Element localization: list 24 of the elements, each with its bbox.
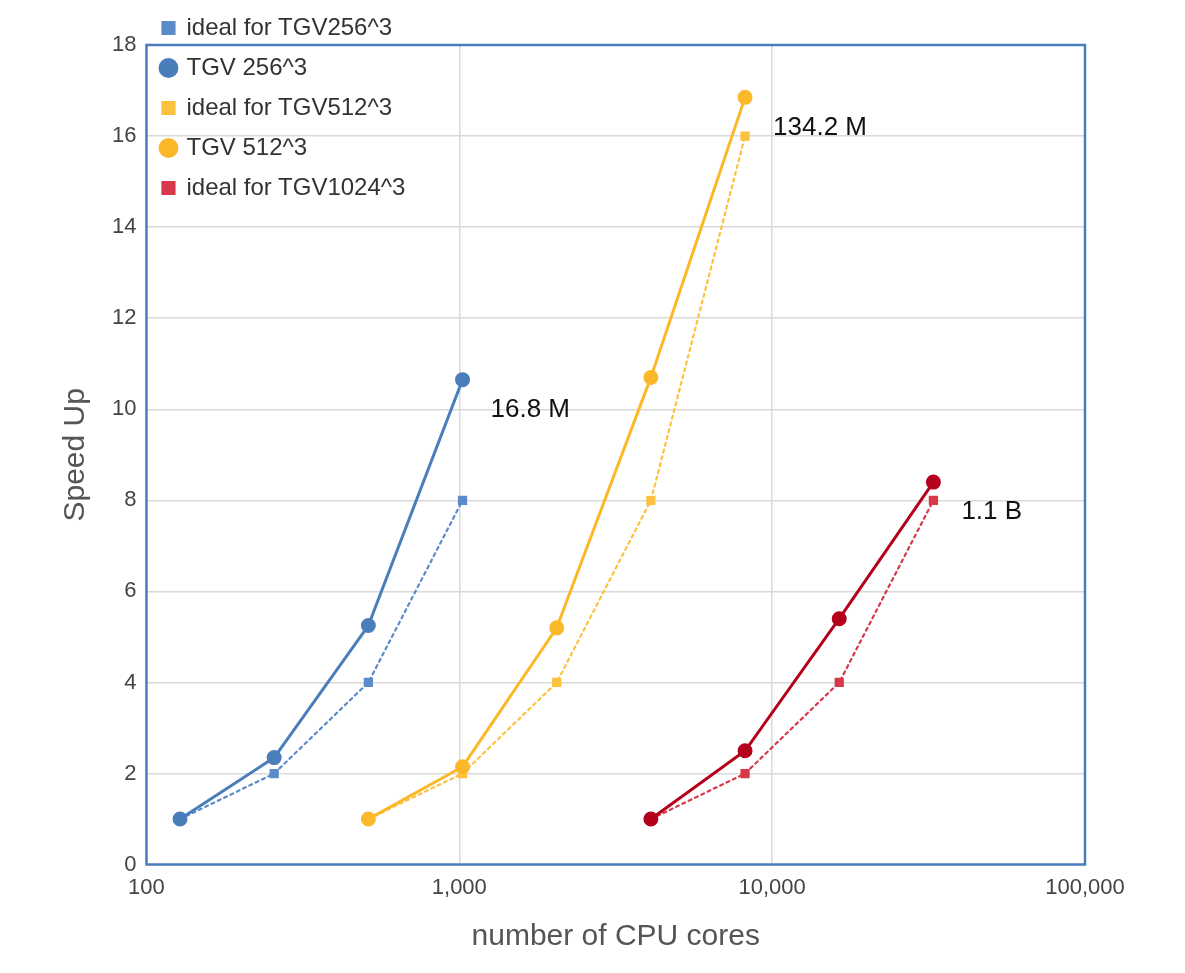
annotation: 134.2 M: [773, 110, 868, 141]
y-axis-title: Speed Up: [57, 388, 91, 522]
annotation: 1.1 B: [961, 495, 1023, 526]
y-tick-label: 8: [124, 486, 137, 512]
y-tick-label: 4: [124, 668, 137, 694]
y-tick-label: 6: [124, 577, 137, 603]
x-tick-label: 100,000: [1045, 873, 1125, 899]
x-axis-title: number of CPU cores: [471, 918, 760, 952]
legend-label: ideal for TGV512^3: [186, 92, 393, 120]
y-tick-label: 16: [111, 122, 137, 148]
annotation: 16.8 M: [490, 392, 571, 423]
y-tick-label: 18: [111, 31, 137, 57]
x-tick-label: 1,000: [431, 873, 487, 899]
y-tick-label: 10: [111, 395, 137, 421]
y-tick-label: 12: [111, 304, 137, 330]
legend-label: ideal for TGV256^3: [186, 12, 393, 40]
legend-label: ideal for TGV1024^3: [186, 172, 406, 200]
y-tick-label: 14: [111, 213, 137, 239]
y-tick-label: 0: [124, 850, 137, 876]
x-tick-label: 10,000: [738, 873, 806, 899]
x-tick-label: 100: [128, 873, 165, 899]
legend-label: TGV 512^3: [186, 132, 308, 160]
y-tick-label: 2: [124, 759, 137, 785]
legend-label: TGV 256^3: [186, 52, 308, 80]
